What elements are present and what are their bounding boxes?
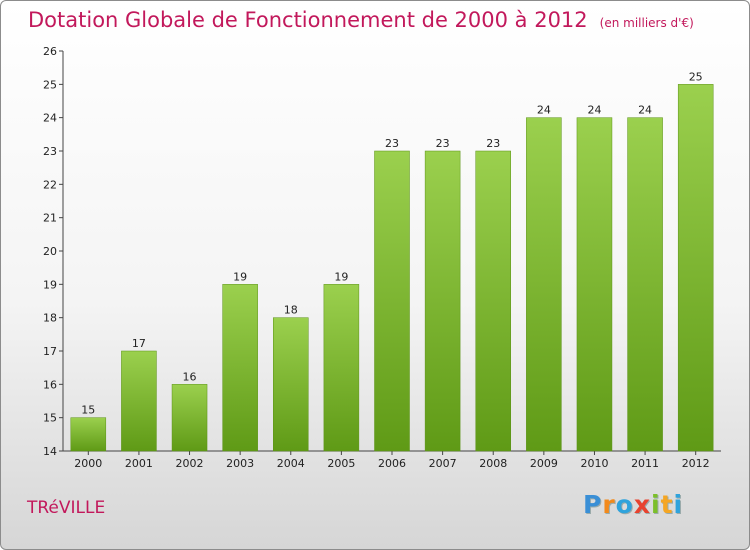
y-tick-label: 18	[43, 312, 57, 325]
x-tick-label: 2010	[580, 457, 608, 470]
bar	[424, 150, 461, 452]
bar	[677, 84, 714, 452]
x-tick-label: 2004	[277, 457, 305, 470]
proxiti-logo: Proxiti	[583, 490, 683, 519]
y-tick-label: 17	[43, 345, 57, 358]
logo-letter: x	[633, 490, 651, 519]
bar-value-label: 19	[233, 270, 247, 283]
bar	[121, 350, 157, 452]
logo-letter: P	[583, 490, 603, 519]
bar	[627, 117, 663, 452]
y-tick-label: 19	[43, 278, 57, 291]
x-tick-label: 2005	[327, 457, 355, 470]
logo-letter: i	[651, 490, 661, 519]
x-tick-label: 2001	[125, 457, 153, 470]
bar-value-label: 24	[638, 104, 652, 117]
y-tick-label: 21	[43, 212, 57, 225]
bar-value-label: 16	[183, 370, 197, 383]
bar	[70, 417, 107, 452]
x-tick-label: 2000	[74, 457, 102, 470]
bar-value-label: 23	[436, 137, 450, 150]
bar	[374, 150, 410, 452]
y-tick-label: 26	[43, 45, 57, 58]
y-tick-label: 16	[43, 378, 57, 391]
bar-value-label: 18	[284, 304, 298, 317]
logo-letter: o	[615, 490, 634, 519]
y-tick-label: 25	[43, 78, 57, 91]
x-tick-label: 2006	[378, 457, 406, 470]
bar-value-label: 24	[587, 104, 601, 117]
y-tick-label: 23	[43, 145, 57, 158]
commune-name: TRéVILLE	[27, 498, 106, 518]
bar	[526, 117, 562, 452]
bar-value-label: 23	[385, 137, 399, 150]
y-tick-label: 20	[43, 245, 57, 258]
y-tick-label: 14	[43, 445, 57, 458]
bar-value-label: 17	[132, 337, 146, 350]
bar	[222, 284, 258, 452]
chart-subtitle: (en milliers d'€)	[599, 16, 694, 30]
x-tick-label: 2003	[226, 457, 254, 470]
bar-value-label: 19	[334, 270, 348, 283]
chart-title: Dotation Globale de Fonctionnement de 20…	[28, 8, 694, 32]
logo-letter: t	[660, 490, 674, 519]
x-tick-label: 2002	[176, 457, 204, 470]
bar-value-label: 15	[81, 404, 95, 417]
bar-value-label: 24	[537, 104, 551, 117]
bar-value-label: 25	[689, 70, 703, 83]
y-tick-label: 24	[43, 112, 57, 125]
x-tick-label: 2007	[429, 457, 457, 470]
x-tick-label: 2012	[682, 457, 710, 470]
x-tick-label: 2008	[479, 457, 507, 470]
bar-value-label: 23	[486, 137, 500, 150]
x-tick-label: 2009	[530, 457, 558, 470]
y-tick-label: 15	[43, 412, 57, 425]
x-tick-label: 2011	[631, 457, 659, 470]
bar	[323, 284, 360, 452]
bar	[475, 150, 511, 452]
bar	[273, 317, 309, 452]
bar	[171, 384, 208, 452]
y-tick-label: 22	[43, 178, 57, 191]
logo-letter: i	[673, 490, 684, 519]
bar	[576, 117, 613, 452]
logo-letter: r	[602, 490, 616, 519]
